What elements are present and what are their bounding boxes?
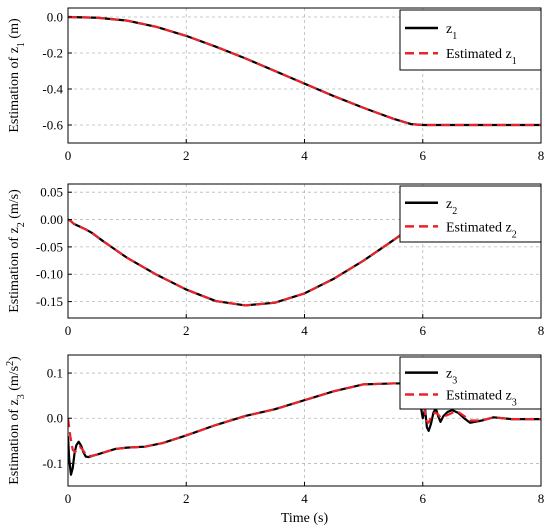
x-tick-label: 8	[538, 323, 545, 338]
y-tick-label: -0.10	[36, 267, 63, 282]
x-tick-label: 0	[65, 323, 72, 338]
legend-label: Estimated z3	[446, 388, 517, 408]
legend-label: Estimated z2	[446, 220, 517, 240]
y-tick-label: 0.05	[40, 185, 63, 200]
x-tick-label: 2	[183, 323, 190, 338]
y-tick-label: 0.0	[47, 411, 63, 426]
x-tick-label: 0	[65, 491, 72, 506]
x-tick-label: 6	[420, 323, 427, 338]
legend-label: z1	[446, 22, 457, 42]
x-tick-label: 2	[183, 491, 190, 506]
x-axis-label: Time (s)	[281, 511, 329, 526]
y-tick-label: 0.0	[47, 10, 63, 25]
y-tick-label: -0.05	[36, 239, 63, 254]
x-tick-label: 2	[183, 148, 190, 163]
x-tick-label: 6	[420, 491, 427, 506]
legend-label: Estimated z1	[446, 47, 517, 66]
x-tick-label: 6	[420, 148, 427, 163]
y-tick-label: -0.4	[42, 82, 63, 97]
legend: z2 Estimated z2	[399, 185, 542, 243]
y-axis-label: Estimation of z2 (m/s)	[7, 189, 27, 313]
chart-panel-3: 0 2 4 6 8 0.1 0.0 -0.1 Estimation of z3 (m/s2) Ti…	[5, 354, 545, 526]
x-tick-label: 4	[301, 323, 308, 338]
x-tick-label: 0	[65, 148, 72, 163]
y-tick-label: -0.1	[42, 456, 63, 471]
x-tick-label: 4	[301, 491, 308, 506]
x-tick-label: 8	[538, 148, 545, 163]
y-tick-label: -0.2	[42, 46, 63, 61]
y-tick-label: -0.15	[36, 294, 63, 309]
y-tick-label: 0.1	[47, 366, 63, 381]
y-axis-label: Estimation of z1 (m)	[7, 18, 27, 133]
series-line-estimated-z-1	[68, 15, 541, 127]
chart-panel-1: 0 2 4 6 8 0.0 -0.2 -0.4 -0.6 Estimation of z1 (m)…	[7, 7, 545, 163]
chart-panel-2: 0 2 4 6 8 0.05 0.00 -0.05 -0.10 -0.15 Estimation o…	[7, 183, 545, 338]
x-tick-label: 4	[301, 148, 308, 163]
y-tick-label: 0.00	[40, 212, 63, 227]
y-tick-label: -0.6	[42, 118, 63, 133]
series-line-estimated-z-3	[68, 382, 541, 458]
legend: z1 Estimated z1	[399, 9, 542, 71]
y-axis-label: Estimation of z3 (m/s2)	[5, 356, 27, 485]
legend-box	[399, 356, 542, 410]
legend-box	[399, 185, 542, 243]
legend-label: z2	[446, 197, 457, 217]
legend-label: z3	[446, 367, 457, 387]
legend-box	[399, 9, 542, 71]
x-tick-label: 8	[538, 491, 545, 506]
